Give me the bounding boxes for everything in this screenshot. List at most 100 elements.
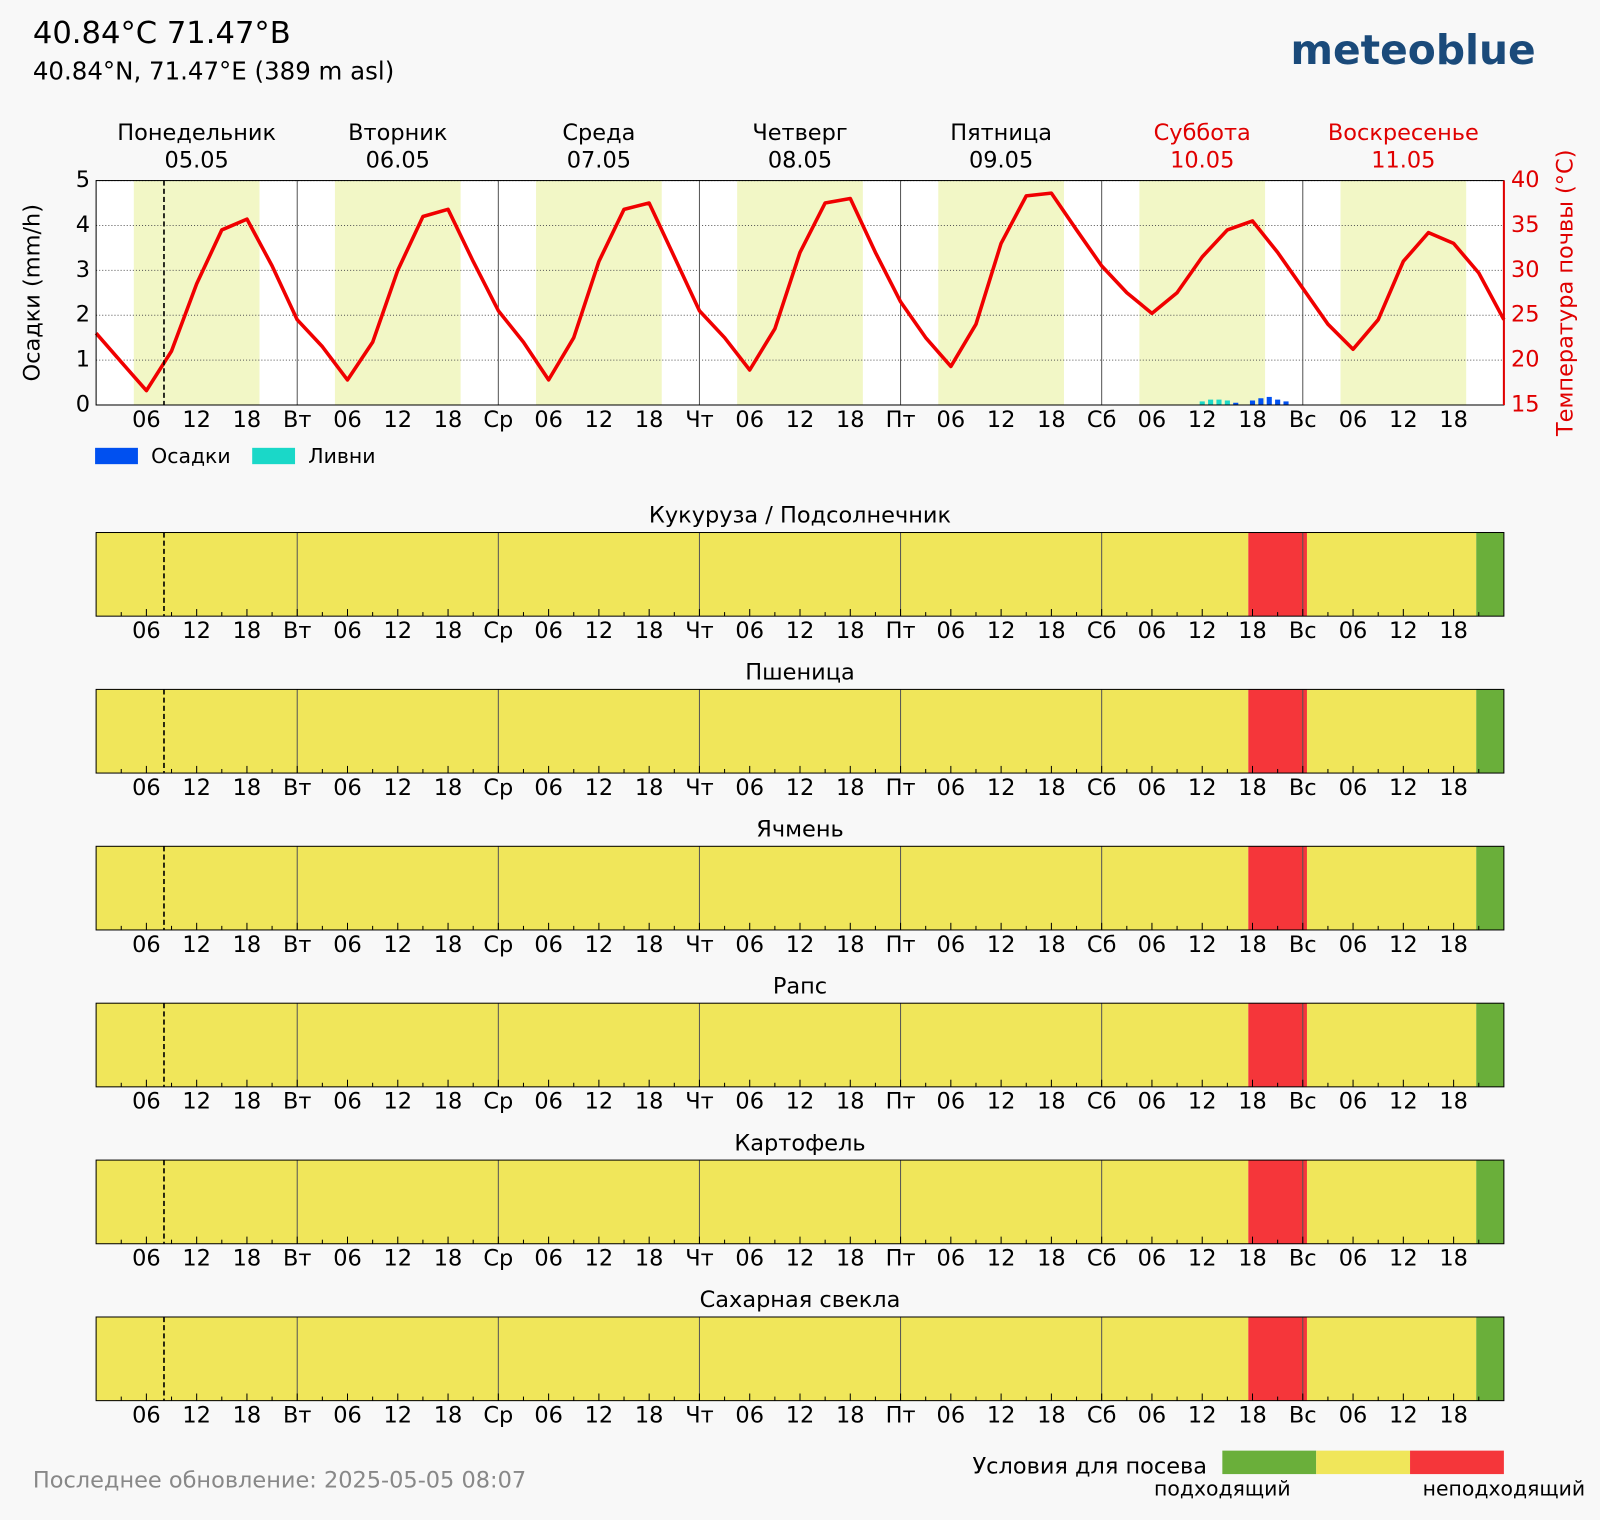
panel-border: [95, 1159, 1505, 1245]
condition-segment: [1248, 1160, 1307, 1244]
x-tick-label: 06: [937, 618, 966, 644]
x-tick-label: Вс: [1289, 1246, 1317, 1272]
panel-title: Сахарная свекла: [700, 1287, 901, 1313]
panel-title: Пшеница: [745, 660, 854, 686]
x-tick-label: Вт: [283, 1246, 311, 1272]
day-date: 10.05: [1170, 148, 1234, 174]
x-tick-label: 18: [1037, 618, 1066, 644]
x-tick-label: 18: [233, 1246, 262, 1272]
x-tick-label: 06: [735, 618, 764, 644]
x-tick-label: 18: [434, 932, 463, 958]
precip-bar: [1266, 396, 1272, 405]
x-tick-label: 06: [534, 932, 563, 958]
x-tick-label: 06: [333, 1402, 362, 1428]
panel-title: Ячмень: [756, 816, 843, 842]
condition-segment: [1248, 846, 1307, 930]
x-tick-label: Вс: [1289, 775, 1317, 801]
x-tick-label: Ср: [483, 932, 513, 958]
y2-tick-label: 35: [1511, 212, 1540, 238]
x-tick-label: 06: [937, 775, 966, 801]
x-tick-label: 06: [1138, 932, 1167, 958]
x-tick-label: 18: [1238, 775, 1267, 801]
x-tick-label: 06: [333, 407, 362, 433]
subtitle: 40.84°N, 71.47°E (389 m asl): [33, 56, 394, 85]
day-name: Вторник: [348, 120, 447, 146]
x-tick-label: 12: [1389, 932, 1418, 958]
y-tick-label: 3: [76, 257, 90, 283]
x-tick-label: Пт: [886, 775, 916, 801]
day-name: Среда: [562, 120, 635, 146]
panel-border: [95, 532, 1505, 617]
x-tick-label: 06: [1339, 1402, 1368, 1428]
x-tick-label: 12: [585, 1402, 614, 1428]
condition-segment: [1248, 1316, 1307, 1401]
x-tick-label: Сб: [1087, 932, 1117, 958]
y2-tick-label: 20: [1511, 347, 1540, 373]
x-tick-label: 06: [937, 407, 966, 433]
condition-segment: [96, 1316, 1249, 1401]
day-date: 05.05: [165, 148, 229, 174]
x-tick-label: 06: [937, 1246, 966, 1272]
x-tick-label: 12: [1188, 1402, 1217, 1428]
x-tick-label: Вт: [283, 932, 311, 958]
x-tick-label: 12: [1389, 1246, 1418, 1272]
x-tick-label: 06: [132, 407, 161, 433]
x-tick-label: 06: [1138, 618, 1167, 644]
condition-segment: [1476, 846, 1504, 930]
condition-segment: [1306, 1316, 1477, 1401]
x-tick-label: 12: [786, 932, 815, 958]
x-tick-label: 18: [1037, 407, 1066, 433]
day-date: 11.05: [1371, 148, 1435, 174]
x-tick-label: 12: [1188, 407, 1217, 433]
x-tick-label: 12: [786, 1402, 815, 1428]
x-tick-label: 12: [1188, 932, 1217, 958]
x-tick-label: 06: [937, 1402, 966, 1428]
x-tick-label: 18: [1037, 775, 1066, 801]
x-tick-label: 12: [786, 407, 815, 433]
x-tick-label: 18: [1238, 618, 1267, 644]
x-tick-label: Вт: [283, 407, 311, 433]
x-tick-label: 18: [233, 932, 262, 958]
x-tick-label: 18: [635, 932, 664, 958]
condition-segment: [96, 1003, 1249, 1087]
x-tick-label: 18: [233, 775, 262, 801]
x-tick-label: 06: [333, 932, 362, 958]
y2-tick-label: 25: [1511, 302, 1540, 328]
x-tick-label: 06: [735, 1402, 764, 1428]
x-tick-label: 12: [585, 1246, 614, 1272]
condition-segment: [1476, 689, 1504, 774]
x-tick-label: Ср: [483, 775, 513, 801]
x-tick-label: 06: [1339, 407, 1368, 433]
x-tick-label: Пт: [886, 618, 916, 644]
x-tick-label: 06: [534, 1089, 563, 1115]
logo: meteoblue: [1290, 26, 1535, 74]
precip-bar: [1258, 398, 1264, 405]
x-tick-label: 06: [1339, 1089, 1368, 1115]
precip-bar: [1275, 399, 1281, 405]
x-tick-label: 06: [132, 775, 161, 801]
x-tick-label: 18: [233, 1402, 262, 1428]
x-tick-label: 18: [1439, 1246, 1468, 1272]
y2-tick-label: 30: [1511, 257, 1540, 283]
x-tick-label: 18: [1238, 932, 1267, 958]
x-tick-label: 12: [585, 932, 614, 958]
footer: Последнее обновление: 2025-05-05 08:07: [33, 1468, 526, 1494]
x-tick-label: 18: [434, 1246, 463, 1272]
x-tick-label: 18: [1439, 1402, 1468, 1428]
x-tick-label: 06: [1138, 1246, 1167, 1272]
x-tick-label: 06: [1138, 407, 1167, 433]
precip-bar: [1224, 400, 1230, 405]
x-tick-label: 18: [635, 1402, 664, 1428]
x-tick-label: 18: [836, 775, 865, 801]
panel-border: [95, 845, 1505, 931]
x-tick-label: Чт: [685, 618, 713, 644]
x-tick-label: 12: [585, 618, 614, 644]
x-tick-label: 06: [534, 1402, 563, 1428]
x-tick-label: 18: [635, 775, 664, 801]
x-tick-label: 12: [1188, 1246, 1217, 1272]
y2-axis-label: Температура почвы (°C): [1553, 150, 1579, 438]
x-tick-label: 06: [333, 618, 362, 644]
x-tick-label: 18: [1037, 932, 1066, 958]
x-tick-label: 06: [534, 618, 563, 644]
x-tick-label: 18: [1037, 1402, 1066, 1428]
